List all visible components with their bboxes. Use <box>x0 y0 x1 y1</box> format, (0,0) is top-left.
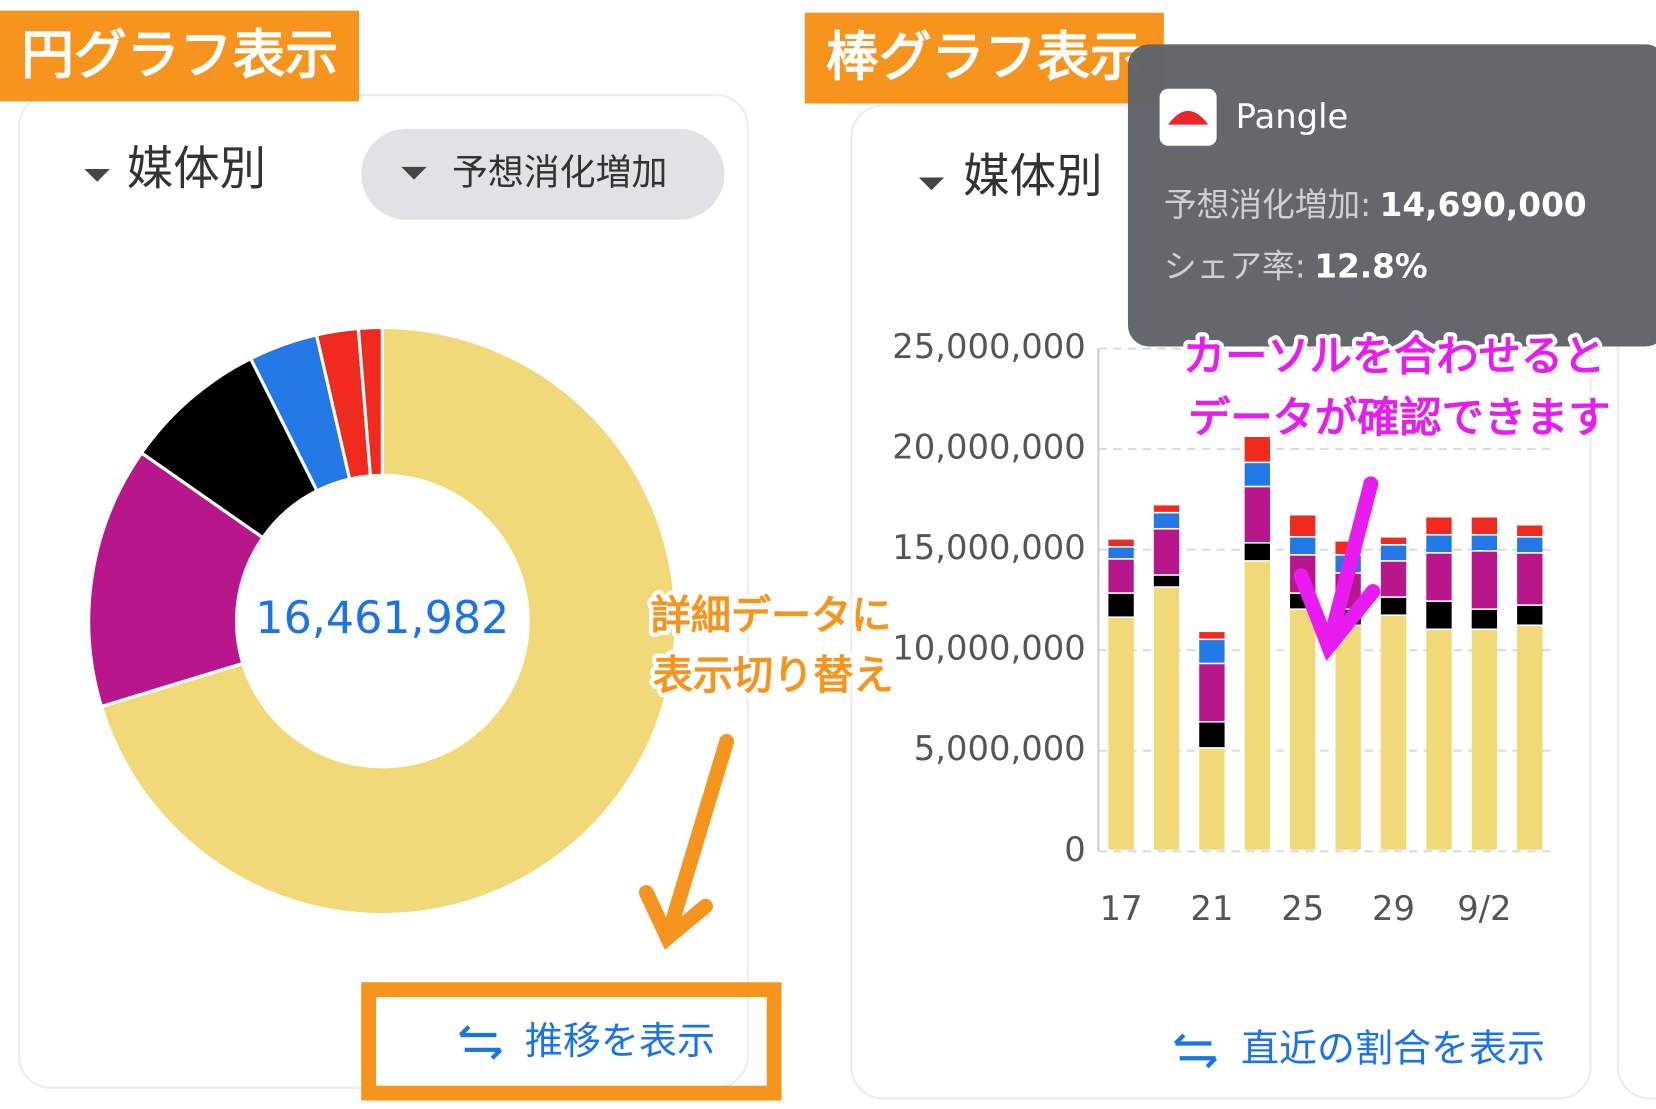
x-tick-label: 21 <box>1190 889 1233 928</box>
bar-segment <box>1244 543 1270 561</box>
bar-segment <box>1426 553 1452 601</box>
bar-segment <box>1380 616 1407 850</box>
bar-segment <box>1335 626 1361 850</box>
donut-slice <box>356 325 384 478</box>
bar-segment <box>1108 593 1134 617</box>
annotation: 表示切り替え <box>653 653 894 699</box>
bar-segment <box>1108 559 1134 593</box>
bar-chart: 0 5,000,000 10,000,000 15,000,000 20,000,000… <box>892 327 1553 928</box>
y-tick-label: 20,000,000 <box>892 428 1085 467</box>
bar-segment <box>1517 553 1543 605</box>
x-tick-label: 25 <box>1281 889 1324 928</box>
bar-segment <box>1290 515 1316 536</box>
dropdown-caret <box>84 169 110 182</box>
tooltip-row: シェア率: 12.8% <box>1164 247 1428 285</box>
bar-segment <box>1108 618 1134 850</box>
bar-segment <box>1244 437 1270 462</box>
badge-label: 棒グラフ表示 <box>826 27 1143 88</box>
bar-segment <box>1517 605 1543 625</box>
bar-segment <box>1153 505 1180 512</box>
y-tick-label: 5,000,000 <box>914 729 1086 768</box>
highlight-box <box>361 982 782 1101</box>
bar-segment <box>1153 529 1180 575</box>
bar-segment <box>1153 575 1180 587</box>
donut-chart <box>87 325 678 917</box>
toggle-button[interactable]: 直近の割合を表示 <box>1241 1026 1545 1070</box>
bar-segment <box>1426 601 1452 629</box>
bar-segment <box>1380 561 1407 597</box>
x-tick-label: 9/2 <box>1457 889 1511 928</box>
bar-segment <box>1199 722 1225 748</box>
annotation: 詳細データに <box>651 593 892 639</box>
y-tick-label: 15,000,000 <box>892 528 1085 567</box>
bar-segment <box>1426 630 1452 850</box>
group-select[interactable]: 媒体別 <box>963 149 1102 203</box>
metric-select-pill[interactable] <box>361 128 725 220</box>
x-tick-label: 29 <box>1372 889 1415 928</box>
bar-segment <box>1199 640 1225 663</box>
bar-segment <box>1380 597 1407 615</box>
bar-segment <box>1517 537 1543 553</box>
donut-total: 16,461,982 <box>255 593 509 644</box>
bar-segment <box>1380 545 1407 561</box>
donut-slice <box>99 325 678 917</box>
annotation: カーソルを合わせると <box>1183 332 1605 381</box>
bar-segment <box>1471 609 1498 629</box>
toggle-button[interactable]: 推移を表示 <box>525 1019 715 1063</box>
tooltip-title: Pangle <box>1236 97 1349 136</box>
bar-segment <box>1426 517 1452 534</box>
y-tick-label: 0 <box>1064 830 1086 869</box>
bar-segment <box>1517 626 1543 850</box>
bar-segment <box>1471 517 1498 534</box>
bar-segment <box>1199 664 1225 721</box>
bar-segment <box>1290 609 1316 850</box>
tooltip <box>1127 44 1656 347</box>
bar-segment <box>1517 525 1543 536</box>
arrow <box>1293 476 1381 661</box>
dropdown-caret <box>401 166 427 180</box>
group-select[interactable]: 媒体別 <box>127 142 266 196</box>
tooltip-label: 予想消化増加: <box>1164 186 1371 224</box>
bar-segment <box>1108 547 1134 559</box>
bar-segment <box>1244 463 1270 486</box>
tooltip-logo-mark <box>1168 110 1209 125</box>
badge <box>0 10 360 102</box>
tooltip-row: 予想消化増加: 14,690,000 <box>1164 186 1587 224</box>
bar-segment <box>1380 537 1407 545</box>
tooltip-value: 14,690,000 <box>1380 186 1587 224</box>
bar-segment <box>1290 537 1316 555</box>
swap-icon <box>458 1025 503 1060</box>
dropdown-caret <box>918 177 945 191</box>
y-tick-label: 25,000,000 <box>892 327 1085 366</box>
bar-segment <box>1199 748 1225 850</box>
tooltip-label: シェア率: <box>1164 247 1306 285</box>
bar-segment <box>1108 539 1134 547</box>
badge <box>804 12 1164 104</box>
donut-slice <box>87 450 266 709</box>
bar-segment <box>1471 551 1498 609</box>
bar-segment <box>1153 587 1180 850</box>
bar-segment <box>1244 561 1270 850</box>
metric-select[interactable]: 予想消化増加 <box>452 152 667 193</box>
tooltip-value: 12.8% <box>1314 247 1428 285</box>
x-tick-label: 17 <box>1100 889 1143 928</box>
badge-label: 円グラフ表示 <box>21 25 338 86</box>
y-tick-label: 10,000,000 <box>892 629 1085 668</box>
bar-segment <box>1471 630 1498 850</box>
arrow <box>638 734 735 950</box>
annotation: データが確認できます <box>1188 393 1610 442</box>
bar-segment <box>1426 535 1452 553</box>
bar-segment <box>1244 487 1270 543</box>
bar-segment <box>1199 632 1225 639</box>
bar-segment <box>1471 535 1498 551</box>
swap-icon <box>1173 1033 1218 1069</box>
bar-segment <box>1153 513 1180 528</box>
